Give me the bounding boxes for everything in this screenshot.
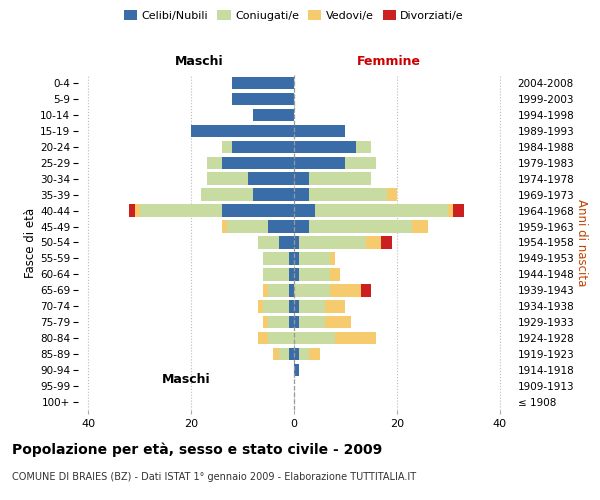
Text: Maschi: Maschi bbox=[175, 56, 223, 68]
Text: Maschi: Maschi bbox=[161, 373, 211, 386]
Bar bbox=[299, 300, 325, 312]
Bar bbox=[294, 300, 299, 312]
Bar bbox=[294, 220, 310, 233]
Bar bbox=[206, 172, 248, 185]
Bar bbox=[335, 332, 376, 344]
Bar bbox=[253, 108, 294, 121]
Bar bbox=[314, 204, 448, 217]
Bar bbox=[294, 332, 335, 344]
Bar bbox=[299, 316, 325, 328]
Bar bbox=[325, 300, 346, 312]
Bar bbox=[294, 364, 299, 376]
Bar bbox=[325, 316, 350, 328]
Text: COMUNE DI BRAIES (BZ) - Dati ISTAT 1° gennaio 2009 - Elaborazione TUTTITALIA.IT: COMUNE DI BRAIES (BZ) - Dati ISTAT 1° ge… bbox=[12, 472, 416, 482]
Bar bbox=[222, 204, 294, 217]
Bar bbox=[130, 204, 134, 217]
Legend: Celibi/Nubili, Coniugati/e, Vedovi/e, Divorziati/e: Celibi/Nubili, Coniugati/e, Vedovi/e, Di… bbox=[122, 8, 466, 24]
Bar bbox=[268, 332, 294, 344]
Bar bbox=[310, 220, 412, 233]
Bar bbox=[294, 188, 310, 201]
Bar bbox=[268, 316, 289, 328]
Y-axis label: Anni di nascita: Anni di nascita bbox=[575, 199, 588, 286]
Bar bbox=[227, 220, 268, 233]
Bar bbox=[294, 316, 299, 328]
Bar bbox=[294, 204, 314, 217]
Bar bbox=[222, 140, 232, 153]
Bar bbox=[232, 92, 294, 105]
Bar bbox=[294, 268, 299, 280]
Bar bbox=[222, 220, 227, 233]
Bar bbox=[232, 140, 294, 153]
Bar bbox=[330, 268, 340, 280]
Bar bbox=[299, 236, 366, 248]
Bar bbox=[330, 252, 335, 264]
Bar bbox=[248, 172, 294, 185]
Bar bbox=[294, 284, 330, 296]
Bar bbox=[299, 268, 330, 280]
Bar bbox=[289, 268, 294, 280]
Bar bbox=[263, 268, 289, 280]
Bar bbox=[206, 156, 222, 169]
Y-axis label: Fasce di età: Fasce di età bbox=[25, 208, 37, 278]
Bar bbox=[289, 316, 294, 328]
Bar bbox=[299, 252, 330, 264]
Bar bbox=[268, 220, 294, 233]
Bar bbox=[289, 252, 294, 264]
Bar bbox=[310, 348, 320, 360]
Bar bbox=[346, 156, 376, 169]
Bar bbox=[299, 348, 310, 360]
Bar bbox=[289, 284, 294, 296]
Bar bbox=[278, 236, 294, 248]
Bar bbox=[222, 156, 294, 169]
Bar bbox=[263, 316, 268, 328]
Bar bbox=[382, 236, 392, 248]
Bar bbox=[263, 300, 289, 312]
Bar bbox=[294, 172, 310, 185]
Bar bbox=[258, 236, 278, 248]
Bar bbox=[258, 332, 268, 344]
Bar bbox=[294, 252, 299, 264]
Bar bbox=[454, 204, 464, 217]
Bar bbox=[356, 140, 371, 153]
Text: Popolazione per età, sesso e stato civile - 2009: Popolazione per età, sesso e stato civil… bbox=[12, 442, 382, 457]
Text: Femmine: Femmine bbox=[357, 56, 421, 68]
Bar bbox=[191, 124, 294, 137]
Bar bbox=[202, 188, 253, 201]
Bar bbox=[263, 252, 289, 264]
Bar bbox=[274, 348, 278, 360]
Bar bbox=[289, 348, 294, 360]
Bar bbox=[294, 124, 346, 137]
Bar bbox=[448, 204, 454, 217]
Bar bbox=[268, 284, 289, 296]
Bar bbox=[294, 156, 346, 169]
Bar bbox=[386, 188, 397, 201]
Bar bbox=[366, 236, 382, 248]
Bar bbox=[294, 236, 299, 248]
Bar bbox=[140, 204, 222, 217]
Bar bbox=[330, 284, 361, 296]
Bar bbox=[134, 204, 140, 217]
Bar bbox=[289, 300, 294, 312]
Bar bbox=[232, 77, 294, 89]
Bar bbox=[263, 284, 268, 296]
Bar bbox=[294, 140, 356, 153]
Bar bbox=[258, 300, 263, 312]
Bar bbox=[310, 172, 371, 185]
Bar bbox=[294, 348, 299, 360]
Bar bbox=[278, 348, 289, 360]
Bar bbox=[253, 188, 294, 201]
Bar bbox=[361, 284, 371, 296]
Bar bbox=[412, 220, 428, 233]
Bar bbox=[310, 188, 386, 201]
